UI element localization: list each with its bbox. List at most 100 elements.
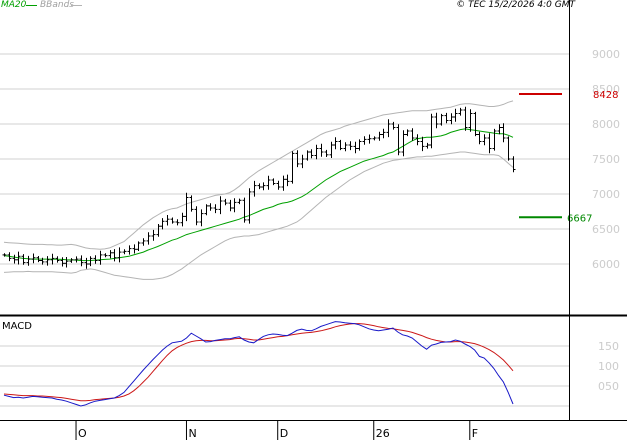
price-bar xyxy=(300,154,305,169)
price-bar xyxy=(108,250,113,259)
price-bar xyxy=(247,188,252,224)
price-bar xyxy=(122,249,127,255)
price-bar xyxy=(36,256,41,263)
price-bar xyxy=(458,107,463,116)
price-bar xyxy=(271,178,276,186)
time-tick-label: O xyxy=(78,427,87,440)
price-bar xyxy=(242,197,247,223)
price-bar xyxy=(204,204,209,216)
price-bar xyxy=(257,183,262,190)
price-tick-label: 8000 xyxy=(592,118,620,131)
price-bar xyxy=(74,256,79,263)
price-bar xyxy=(103,253,108,258)
price-bar xyxy=(194,206,199,226)
price-bar xyxy=(69,258,74,263)
price-bar xyxy=(45,256,50,266)
ma20-legend: MA20 xyxy=(1,0,27,10)
price-bar xyxy=(353,141,358,154)
price-bar xyxy=(506,136,511,161)
price-bar xyxy=(401,130,406,157)
price-bar xyxy=(487,133,492,154)
price-bar xyxy=(362,136,367,145)
ma20-legend-swatch xyxy=(26,5,37,6)
price-bar xyxy=(429,113,434,149)
price-bar xyxy=(381,128,386,139)
price-bar xyxy=(497,124,502,135)
price-bar xyxy=(156,224,161,237)
price-bar xyxy=(425,142,430,149)
price-bar xyxy=(2,253,7,257)
price-bar xyxy=(295,150,300,168)
price-bar xyxy=(343,142,348,152)
macd-tick-label: 150 xyxy=(598,340,619,353)
price-bar xyxy=(16,251,21,265)
price-bar xyxy=(252,180,257,197)
gridlines: 9000 8500 8000 7500 7000 6500 6000 150 100 050 xyxy=(0,48,620,407)
price-bar xyxy=(285,174,290,187)
price-tick-label: 9000 xyxy=(592,48,620,61)
price-bar xyxy=(367,134,372,144)
time-tick-label: N xyxy=(188,427,196,440)
price-bar xyxy=(160,218,165,230)
price-bar xyxy=(151,229,156,241)
price-bar xyxy=(420,136,425,152)
price-bar xyxy=(386,119,391,138)
price-bar xyxy=(117,247,122,263)
price-tick-label: 7000 xyxy=(592,188,620,201)
macd-panel xyxy=(3,321,514,407)
bollinger-bands xyxy=(3,100,514,280)
price-bar xyxy=(184,192,189,222)
price-bar xyxy=(12,254,17,264)
macd-tick-label: 100 xyxy=(598,360,619,373)
price-bar xyxy=(26,255,31,266)
price-bar xyxy=(31,253,36,264)
macd-line xyxy=(3,321,514,407)
price-bar xyxy=(473,111,478,137)
price-bar xyxy=(377,131,382,141)
time-tick-label: D xyxy=(280,427,288,440)
price-bar xyxy=(170,217,175,224)
copyright-label: © TEC 15/2/2026 4:0 GMT xyxy=(456,0,575,10)
price-bar xyxy=(146,232,151,245)
price-bar xyxy=(141,238,146,246)
price-bar xyxy=(281,175,286,191)
price-bar xyxy=(165,215,170,226)
price-bar xyxy=(64,257,69,268)
ma20-series xyxy=(3,128,514,262)
price-bar xyxy=(415,134,420,146)
bband-upper-line xyxy=(3,100,514,250)
price-bar xyxy=(79,255,84,267)
price-bar xyxy=(444,112,449,124)
price-bar xyxy=(391,121,396,130)
price-bar xyxy=(98,250,103,265)
price-bar xyxy=(511,156,516,173)
price-bar xyxy=(237,198,242,205)
price-bar xyxy=(40,257,45,265)
bbands-legend-swatch xyxy=(71,5,82,6)
price-bar xyxy=(305,150,310,161)
time-tick-label: F xyxy=(472,427,478,440)
price-bar xyxy=(410,128,415,141)
price-bar xyxy=(492,128,497,151)
price-tick-label: 6500 xyxy=(592,223,620,236)
price-bar xyxy=(439,113,444,126)
price-bar xyxy=(309,149,314,159)
price-bar xyxy=(50,253,55,265)
price-bar xyxy=(319,143,324,157)
price-bar xyxy=(372,136,377,141)
price-bar xyxy=(136,241,141,251)
price-bar xyxy=(60,257,65,267)
bbands-legend: BBands xyxy=(40,0,74,10)
price-bar xyxy=(208,203,213,211)
price-bar xyxy=(477,131,482,145)
price-bar xyxy=(449,113,454,125)
price-bar xyxy=(88,256,93,267)
price-bar xyxy=(482,134,487,146)
price-bar xyxy=(93,255,98,264)
price-bar xyxy=(261,182,266,191)
price-bar xyxy=(463,106,468,131)
price-bar xyxy=(276,180,281,190)
bband-lower-line xyxy=(3,151,514,280)
price-tick-label: 8500 xyxy=(592,83,620,96)
